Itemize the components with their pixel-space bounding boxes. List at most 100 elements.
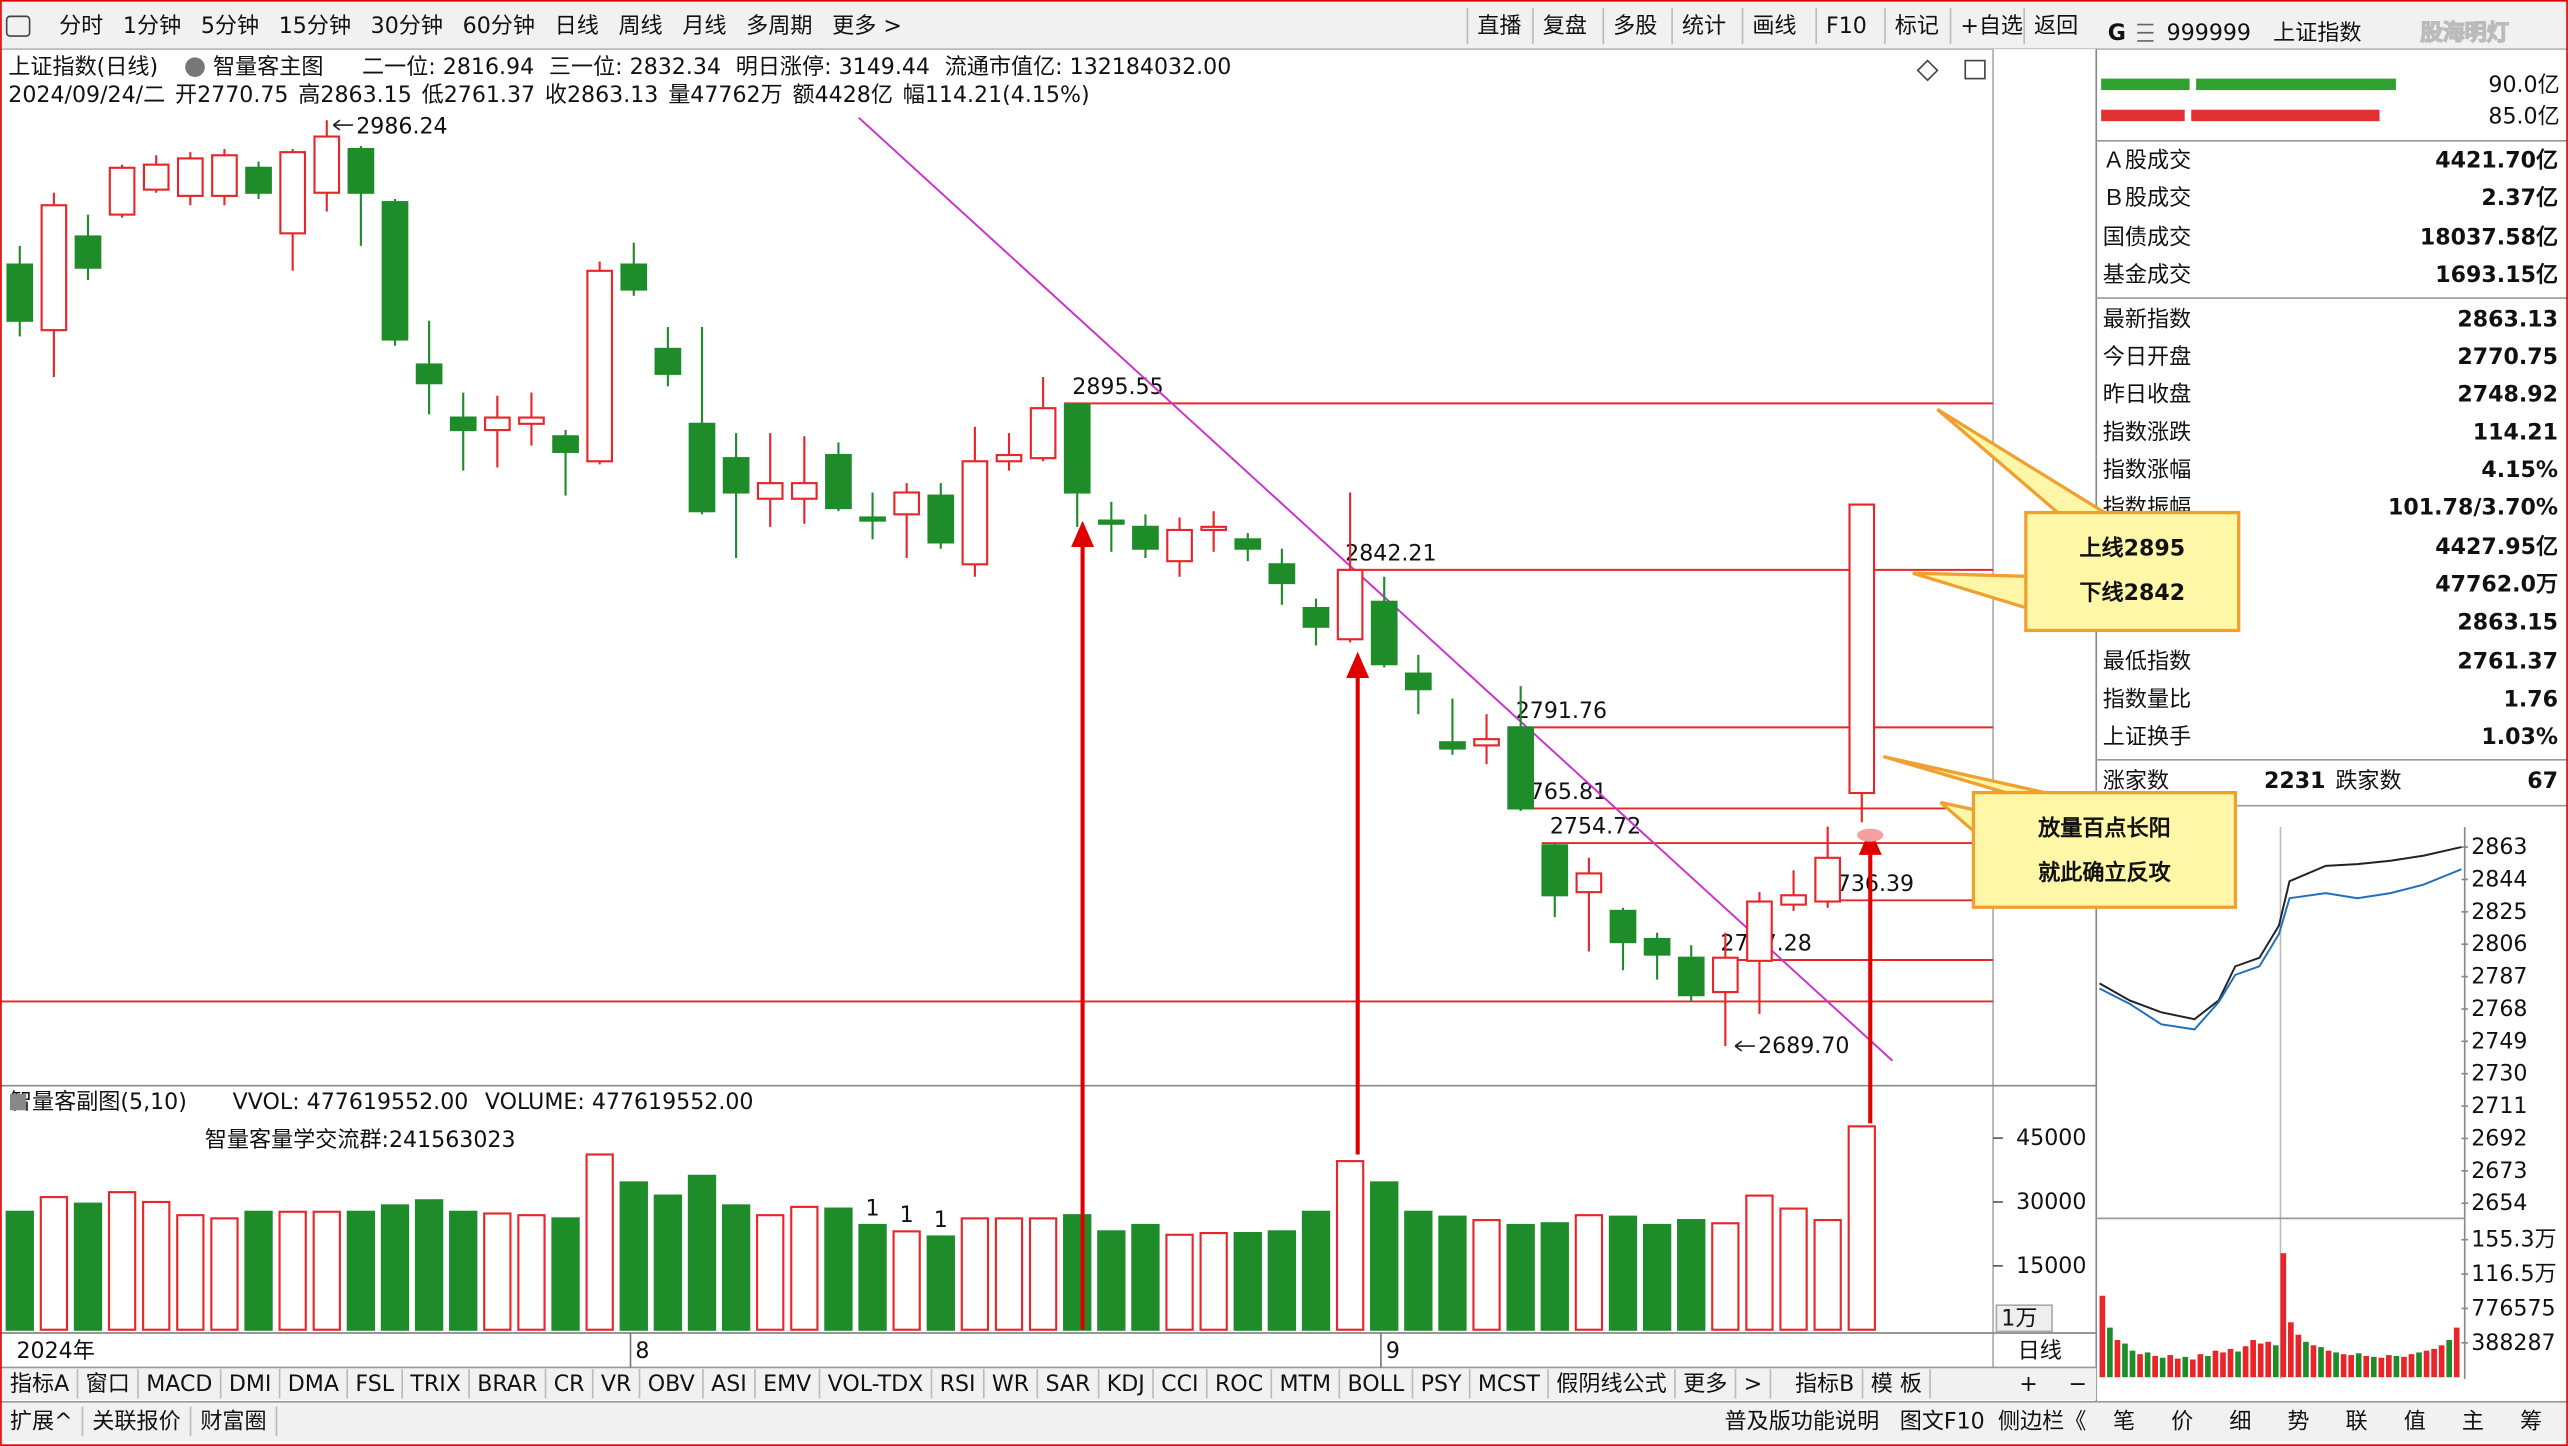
indicator-tab[interactable]: FSL [355,1371,394,1397]
stat-value: 67 [2527,768,2558,794]
period-tab[interactable]: 更多 > [832,13,902,39]
ohlc-stat: 高2863.15 [298,82,411,108]
indicator-tab[interactable]: WR [992,1371,1029,1397]
status-item[interactable]: 普及版功能说明 [1725,1408,1880,1434]
period-tab[interactable]: 月线 [682,13,726,39]
zoom-button[interactable]: + [2019,1371,2038,1397]
period-tab[interactable]: 分时 [59,13,103,39]
period-tab[interactable]: 周线 [618,13,662,39]
toolbar-button[interactable]: 复盘 [1543,13,1587,39]
indicator-tab[interactable]: MTM [1279,1371,1331,1397]
candle-body [790,482,818,500]
indicator-tab[interactable]: PSY [1421,1371,1462,1397]
indicator-tab[interactable]: EMV [763,1371,811,1397]
icon-menu[interactable] [5,15,31,37]
meter-bar [2191,109,2380,122]
status-item[interactable]: 财富圈 [200,1408,266,1434]
indicator-tab[interactable]: TRIX [409,1371,461,1397]
indicator-tab[interactable]: SAR [1046,1371,1091,1397]
period-tab[interactable]: 多周期 [746,13,812,39]
period-tab[interactable]: 1分钟 [123,13,181,39]
indicator-tab[interactable]: BRAR [477,1371,537,1397]
intraday-volume-bar [2235,1351,2241,1378]
status-item[interactable]: 关联报价 [92,1408,180,1434]
toolbar-button[interactable]: 返回 [2034,13,2078,39]
intraday-volume-bar [2099,1295,2106,1378]
volume-bar [892,1230,921,1331]
icon-diamond[interactable] [1916,59,1939,82]
period-tab[interactable]: 日线 [555,13,599,39]
volume-bar [687,1174,717,1331]
volume-bar [1028,1217,1058,1331]
indicator-tab[interactable]: OBV [648,1371,695,1397]
indicator-tab[interactable]: ASI [711,1371,747,1397]
indicator-tab[interactable]: CR [554,1371,585,1397]
volume-bar [39,1196,69,1331]
indicator-tab[interactable]: KDJ [1107,1371,1145,1397]
indicator-tab[interactable]: 更多 [1683,1371,1727,1397]
toolbar-button[interactable]: 标记 [1895,13,1939,39]
toolbar-button[interactable]: 画线 [1752,13,1796,39]
indicator-tab[interactable]: CCI [1161,1371,1198,1397]
template-tab[interactable]: 模 板 [1871,1371,1922,1397]
intraday-volume-bar [2386,1355,2392,1378]
indicator-tab[interactable]: ROC [1215,1371,1263,1397]
indicator-tab[interactable]: VR [601,1371,631,1397]
toolbar-button[interactable]: +自选 [1960,13,2023,39]
template-tab[interactable]: 指标B [1795,1371,1854,1397]
panel-tab[interactable]: 值 [2404,1408,2426,1434]
toolbar-button[interactable]: 多股 [1613,13,1657,39]
status-item[interactable]: 扩展^ [10,1408,73,1434]
volume-bar [1267,1230,1297,1331]
indicator-tab[interactable]: > [1744,1371,1763,1397]
panel-tab[interactable]: 笔 [2113,1408,2135,1434]
volume-bar [483,1212,512,1331]
y-tick-label: 2787 [2471,964,2527,990]
candle-body [859,516,886,522]
indicator-tab[interactable]: DMA [288,1371,339,1397]
volume-bar [73,1202,103,1331]
unit-label: 1万 [2001,1305,2037,1331]
volume-bar [960,1217,990,1331]
panel-tab[interactable]: 细 [2229,1408,2251,1434]
intraday-volume-bar [2348,1355,2354,1378]
volume-bar [1199,1232,1228,1331]
status-item[interactable]: 图文F10 [1900,1408,1985,1434]
toolbar-button[interactable]: F10 [1826,13,1867,39]
intraday-volume-bar [2129,1350,2136,1378]
stat-label: 最低指数 [2103,649,2191,675]
candle-body [756,482,784,500]
candle-body [1268,563,1296,585]
panel-tab[interactable]: 联 [2346,1408,2368,1434]
candle-body [620,263,648,291]
panel-tab[interactable]: 势 [2287,1408,2309,1434]
period-tab[interactable]: 30分钟 [371,13,443,39]
intraday-volume-bar [2144,1352,2151,1378]
status-item[interactable]: 侧边栏《 [1998,1408,2086,1434]
indicator-tab[interactable]: 指标A [10,1371,69,1397]
indicator-tab[interactable]: MCST [1478,1371,1541,1397]
indicator-tab[interactable]: RSI [940,1371,976,1397]
period-tab[interactable]: 60分钟 [463,13,535,39]
panel-tab[interactable]: 筹 [2520,1408,2542,1434]
period-tab[interactable]: 5分钟 [201,13,259,39]
indicator-tab[interactable]: VOL-TDX [828,1371,924,1397]
toolbar-button[interactable]: 统计 [1682,13,1726,39]
indicator-tab[interactable]: 窗口 [86,1371,130,1397]
toolbar-button[interactable]: 直播 [1477,13,1521,39]
panel-tab[interactable]: 主 [2462,1408,2484,1434]
period-tab[interactable]: 15分钟 [279,13,351,39]
panel-tab[interactable]: 价 [2171,1408,2193,1434]
y-tick-label: 2654 [2471,1190,2527,1216]
candle-body [449,416,477,432]
indicator-tab[interactable]: BOLL [1348,1371,1405,1397]
volume-bar [1847,1125,1876,1331]
indicator-tab[interactable]: 假阴线公式 [1556,1371,1666,1397]
stat-value: 4427.95亿 [2435,534,2558,560]
indicator-tab[interactable]: MACD [146,1371,212,1397]
icon-window[interactable] [1964,59,1986,80]
zoom-button[interactable]: − [2068,1371,2087,1397]
indicator-tab[interactable]: DMI [229,1371,272,1397]
candle-body [1575,872,1603,894]
